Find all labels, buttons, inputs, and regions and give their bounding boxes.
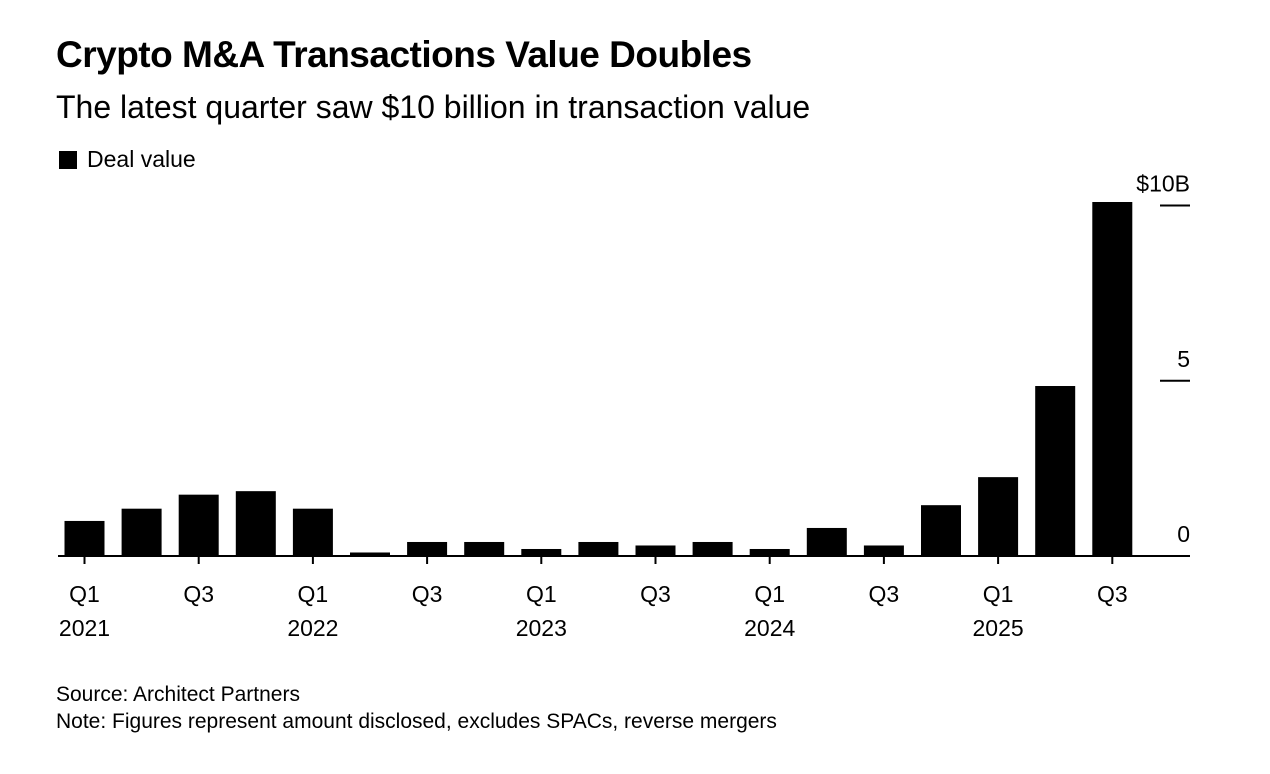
- bar: [578, 541, 619, 556]
- bar-chart: 0 5 $10B Q1 2021 Q3 Q1 2022 Q3 Q1 2023 Q3 Q1 2024 Q3 Q1…: [58, 171, 1190, 641]
- x-tick-label: Q1: [754, 581, 785, 607]
- y-tick-label: 0: [1177, 521, 1190, 547]
- bar: [806, 527, 847, 556]
- bar: [921, 505, 961, 556]
- x-tick-label: Q3: [640, 581, 671, 607]
- bar: [121, 508, 162, 556]
- x-tick-label: Q1: [69, 581, 100, 607]
- bar: [1092, 202, 1133, 556]
- bar: [521, 548, 562, 556]
- x-tick-label: Q1: [526, 581, 557, 607]
- x-tick-label: Q3: [869, 581, 900, 607]
- legend-swatch: [59, 150, 77, 169]
- bar: [863, 545, 904, 556]
- y-tick-label: 5: [1177, 346, 1190, 372]
- y-tick-label: $10B: [1136, 171, 1190, 197]
- source-note: Source: Architect Partners: [56, 683, 300, 706]
- bar: [464, 541, 505, 556]
- bar: [635, 545, 676, 556]
- bar: [1035, 386, 1076, 556]
- x-tick-label: Q3: [1097, 581, 1128, 607]
- legend-label: Deal value: [87, 146, 196, 172]
- bar: [64, 520, 105, 556]
- bar: [407, 541, 448, 556]
- footnote: Note: Figures represent amount disclosed…: [56, 710, 777, 733]
- x-tick-label: Q3: [183, 581, 214, 607]
- bar: [692, 541, 733, 556]
- bar: [350, 552, 390, 556]
- bar: [978, 477, 1019, 556]
- x-tick-label: Q1: [983, 581, 1014, 607]
- bar: [235, 491, 276, 556]
- chart-title: Crypto M&A Transactions Value Doubles: [56, 34, 752, 75]
- bar: [749, 548, 790, 556]
- x-tick-label: Q3: [412, 581, 443, 607]
- bar: [178, 494, 219, 556]
- chart-subtitle: The latest quarter saw $10 billion in tr…: [56, 89, 811, 125]
- x-tick-year-label: 2021: [59, 615, 110, 641]
- x-tick-year-label: 2023: [516, 615, 567, 641]
- x-tick-year-label: 2025: [973, 615, 1024, 641]
- bar: [292, 508, 333, 556]
- x-tick-year-label: 2024: [744, 615, 795, 641]
- chart-legend: Deal value: [59, 146, 196, 173]
- x-tick-label: Q1: [298, 581, 329, 607]
- x-tick-year-label: 2022: [287, 615, 338, 641]
